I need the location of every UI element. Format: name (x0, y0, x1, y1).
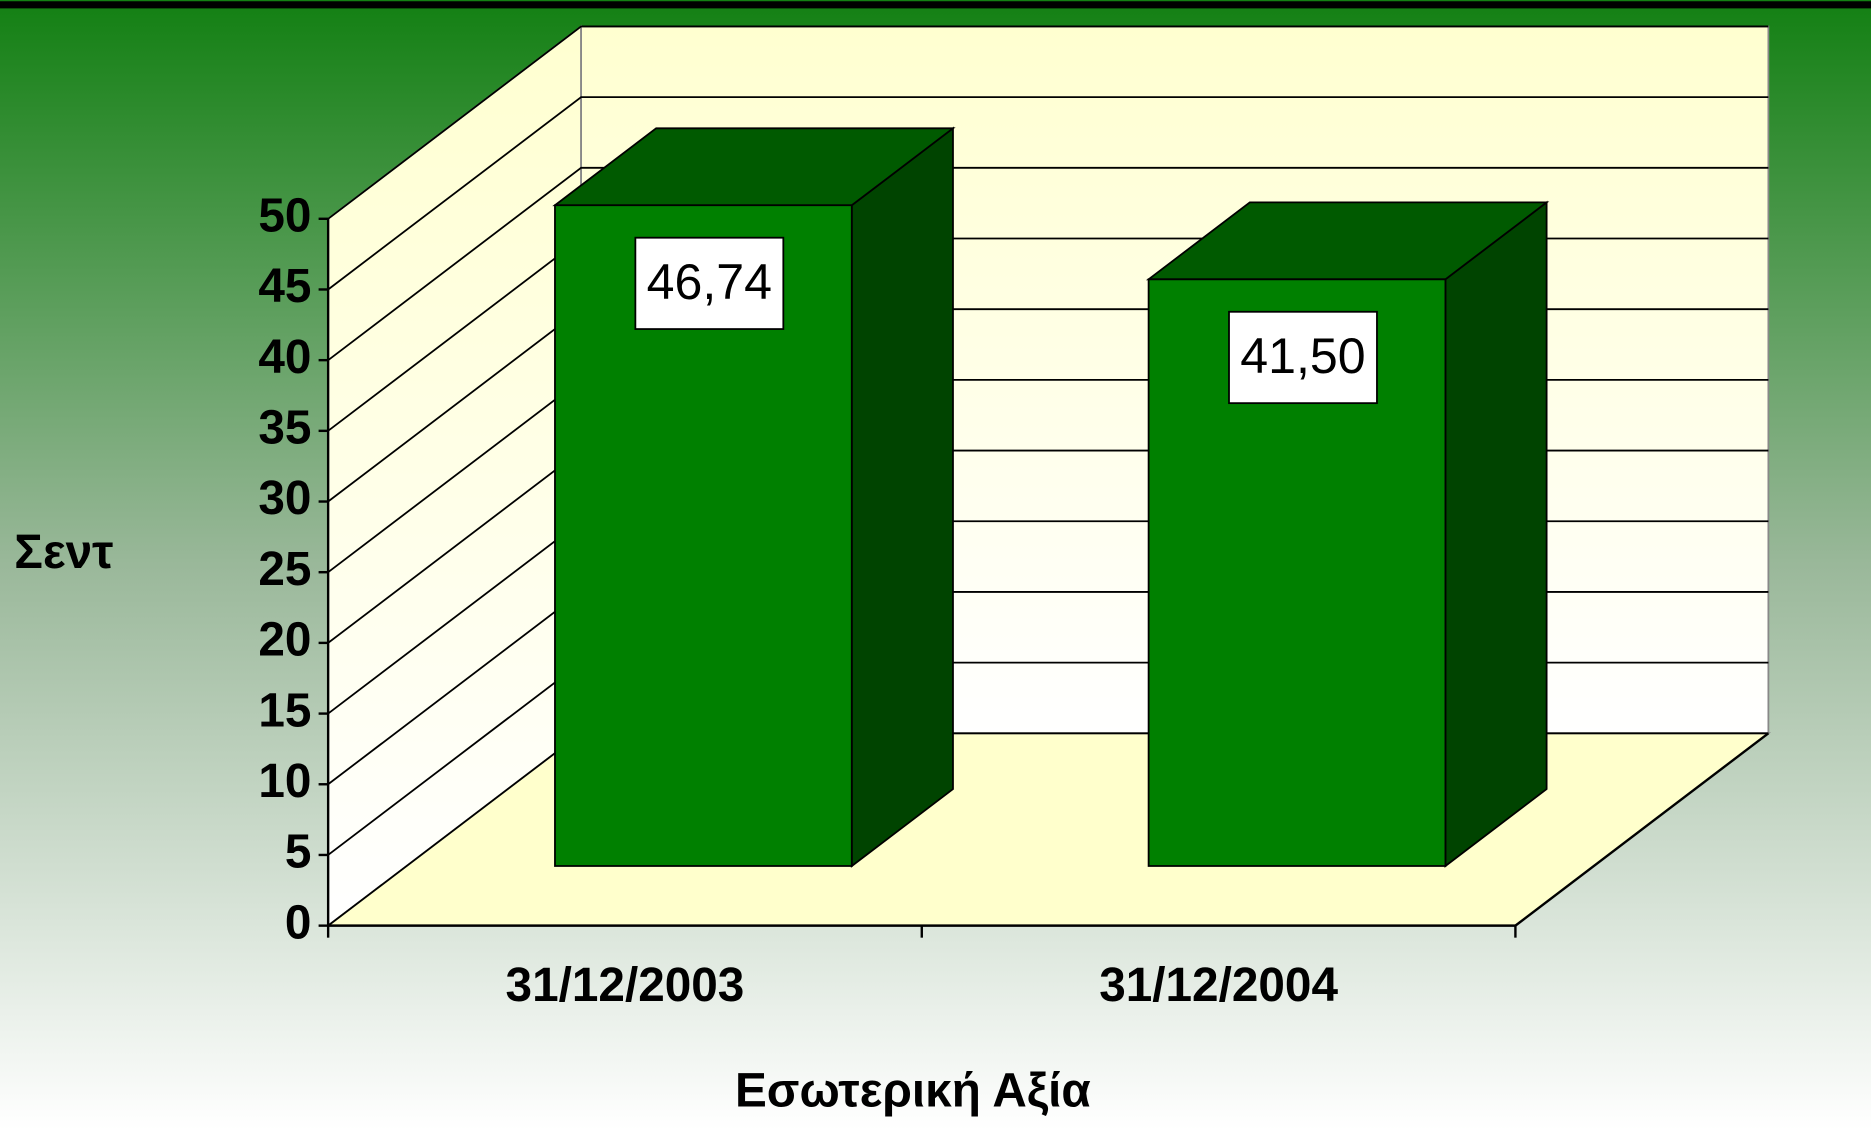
y-tick-label: 5 (285, 826, 312, 879)
y-tick-label: 15 (258, 684, 311, 737)
y-tick-label: 10 (258, 755, 311, 808)
y-tick-label: 50 (258, 189, 311, 242)
y-tick-label: 25 (258, 543, 311, 596)
x-axis-title: Εσωτερική Αξία (735, 1064, 1091, 1117)
x-tick-label: 31/12/2003 (506, 959, 745, 1012)
y-tick-label: 0 (285, 896, 312, 949)
value-label-box (634, 236, 785, 330)
grid-line (327, 25, 1769, 220)
floor-edge (1514, 732, 1770, 927)
bar (1147, 278, 1447, 867)
bar (554, 204, 853, 867)
y-axis-title: Σεντ (14, 526, 113, 579)
grid-line (327, 166, 1769, 361)
grid-line (327, 96, 1769, 291)
bar-side (1444, 200, 1548, 868)
y-tick-label: 20 (258, 613, 311, 666)
y-tick-label: 30 (258, 472, 311, 525)
value-label: 41,50 (1240, 327, 1365, 384)
y-tick-label: 40 (258, 331, 311, 384)
x-tick-label: 31/12/2004 (1099, 959, 1338, 1012)
plot-area: 0 5 10 15 20 25 30 35 40 45 50 31/12/2003 46,74 31/12… (258, 24, 1772, 1012)
y-tick-label: 35 (258, 401, 311, 454)
bar-side (850, 126, 954, 868)
y-tick-label: 45 (258, 260, 311, 313)
value-label: 46,74 (647, 253, 772, 310)
value-label-box (1228, 310, 1378, 405)
